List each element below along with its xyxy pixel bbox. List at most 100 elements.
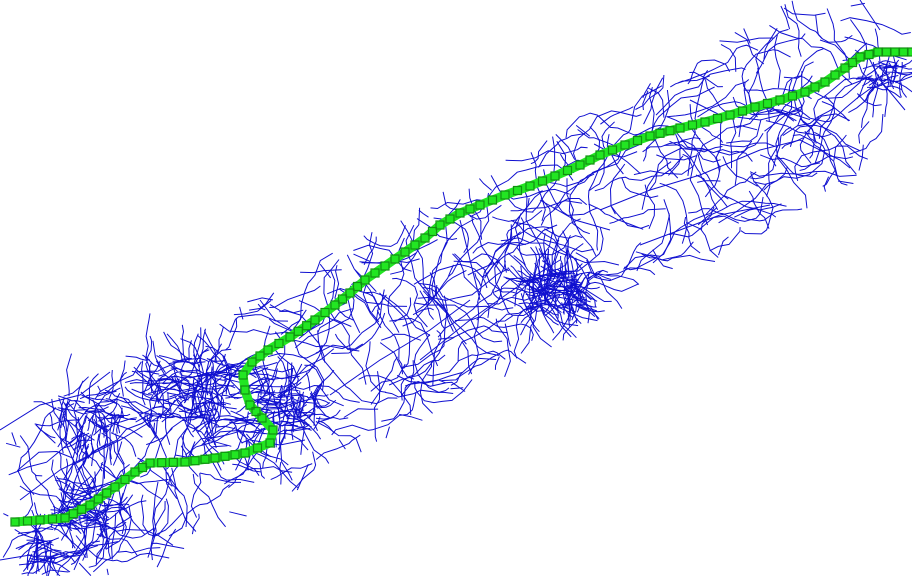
road-segment (564, 281, 639, 306)
road-segment (279, 402, 296, 419)
road-segment (69, 413, 88, 445)
road-segment (783, 7, 826, 16)
road-segment (178, 387, 206, 398)
road-segment (500, 237, 620, 266)
road-segment (135, 372, 160, 404)
route-marker (737, 106, 748, 116)
road-segment (259, 299, 301, 336)
road-segment (866, 86, 889, 91)
road-segment (184, 382, 207, 389)
road-segment (181, 324, 187, 362)
road-segment (93, 425, 110, 436)
road-segment (3, 513, 9, 517)
road-segment (194, 377, 199, 416)
route-marker (263, 345, 273, 355)
route-marker (220, 451, 230, 461)
road-segment (535, 246, 543, 285)
road-segment (172, 365, 201, 372)
road-segment (81, 394, 117, 404)
route-marker (360, 275, 370, 285)
road-segment (315, 421, 362, 453)
route-marker (285, 332, 295, 342)
road-segment (124, 379, 151, 383)
road-segment (416, 218, 458, 241)
route-marker (675, 123, 685, 133)
road-segment (0, 554, 71, 573)
road-segment (99, 500, 108, 538)
road-segment (232, 463, 262, 473)
road-segment (331, 343, 364, 354)
road-segment (413, 263, 488, 289)
road-segment (216, 373, 239, 378)
road-segment (88, 406, 109, 413)
road-segment (298, 409, 318, 431)
road-segment (287, 362, 291, 395)
road-segment (293, 339, 325, 391)
road-segment (641, 161, 672, 210)
road-segment (565, 245, 570, 275)
road-segment (229, 511, 247, 517)
road-segment (370, 363, 406, 392)
route-marker (245, 400, 255, 410)
road-segment (856, 93, 882, 107)
route-marker (85, 500, 95, 510)
road-segment (648, 147, 709, 191)
road-segment (168, 484, 230, 537)
road-segment (264, 411, 286, 419)
road-segment (146, 335, 153, 364)
road-segment (821, 101, 850, 122)
road-segment (315, 416, 349, 420)
road-segment (47, 557, 52, 576)
road-segment (62, 415, 154, 480)
road-segment (441, 349, 527, 382)
road-segment (414, 302, 503, 343)
road-segment (415, 269, 467, 312)
road-segment (152, 406, 171, 411)
road-segment (647, 87, 665, 118)
route-marker (400, 247, 410, 257)
road-segment (72, 434, 91, 451)
road-segment (104, 500, 147, 513)
road-segment (652, 207, 718, 264)
route-marker (585, 155, 595, 165)
road-segment (286, 417, 312, 428)
road-segment (642, 83, 651, 99)
road-segment (768, 71, 805, 116)
road-segment (83, 515, 103, 524)
road-segment (718, 236, 729, 256)
road-segment (858, 144, 864, 171)
road-segment (291, 451, 317, 492)
road-segment (775, 106, 808, 209)
road-segment (544, 274, 553, 305)
road-segment (19, 435, 43, 477)
road-segment (544, 295, 561, 316)
road-segment (571, 288, 580, 321)
road-segment (172, 357, 210, 363)
road-segment (190, 473, 202, 518)
route-marker (620, 140, 630, 150)
road-segment (866, 63, 886, 77)
road-segment (104, 412, 116, 435)
road-segment (201, 401, 216, 445)
route-marker (35, 515, 45, 525)
road-segment (537, 296, 557, 301)
road-segment (878, 75, 899, 86)
road-segment (280, 309, 307, 335)
road-segment (577, 305, 605, 313)
road-segment (196, 405, 202, 418)
route-marker (847, 57, 858, 68)
road-segment (192, 391, 196, 412)
route-marker (168, 457, 178, 467)
road-segment (184, 415, 213, 421)
road-segment (214, 415, 260, 422)
route-marker (687, 120, 698, 130)
route-marker (420, 233, 430, 243)
road-segment (520, 304, 534, 336)
road-segment (93, 392, 121, 407)
road-segment (338, 439, 346, 450)
road-segment (748, 190, 770, 229)
road-segment (888, 62, 912, 76)
road-segment (576, 289, 582, 313)
